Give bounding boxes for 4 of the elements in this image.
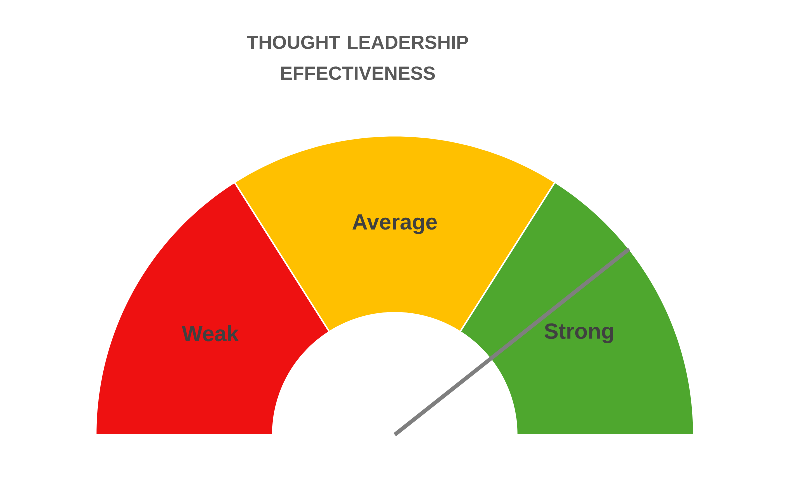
- slice-label: Weak: [182, 326, 240, 342]
- slice-label: Strong: [544, 324, 614, 344]
- slice-label: Average: [352, 214, 438, 234]
- chart-title: THOUGHT LEADERSHIP EFFECTIVENESS: [247, 36, 468, 80]
